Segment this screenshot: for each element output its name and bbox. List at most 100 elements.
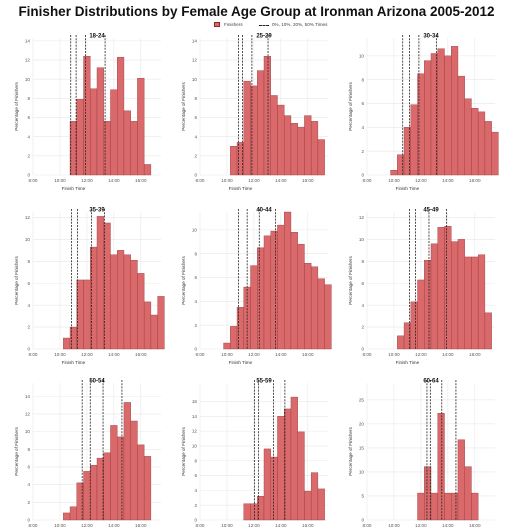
bar: [304, 490, 312, 521]
y-tick-label: 2: [194, 503, 197, 508]
y-tick-label: 5: [361, 494, 364, 499]
y-tick-label: 25: [359, 397, 365, 402]
bar: [304, 263, 312, 350]
bar: [96, 67, 104, 176]
x-tick-label: 16:00: [469, 178, 481, 183]
bar: [143, 456, 152, 521]
bar: [223, 342, 231, 350]
bar: [137, 78, 145, 176]
x-tick-label: 12:00: [415, 352, 427, 357]
legend-bars-label: Finishers: [224, 22, 243, 27]
chart-panel-40-44: 0 2 4 6 8 10 8:00 10:00 12:00 14:00 16:00 40-44 Fini…: [181, 208, 332, 365]
x-tick-label: 8:00: [196, 523, 205, 528]
y-tick-label: 0: [361, 173, 364, 178]
bar: [457, 239, 465, 350]
x-tick-label: 12:00: [248, 352, 260, 357]
x-tick-label: 10:00: [388, 523, 400, 528]
legend: Finishers 0%, 10%, 20%, 50% Times: [0, 20, 513, 30]
y-tick-label: 4: [27, 134, 30, 139]
y-tick-label: 20: [359, 421, 365, 426]
y-tick-label: 6: [27, 281, 30, 286]
y-tick-label: 0: [27, 173, 30, 178]
bar: [103, 452, 111, 521]
y-tick-label: 8: [27, 259, 30, 264]
x-tick-label: 10:00: [221, 178, 233, 183]
y-tick-label: 12: [359, 215, 365, 220]
y-tick-label: 15: [359, 445, 365, 450]
y-tick-label: 4: [194, 299, 197, 304]
x-tick-label: 14:00: [275, 523, 287, 528]
bar: [117, 436, 125, 521]
x-tick-label: 16:00: [302, 523, 314, 528]
x-tick-label: 12:00: [81, 352, 93, 357]
bar: [451, 241, 459, 350]
y-tick-label: 2: [361, 325, 364, 330]
y-tick-label: 8: [361, 259, 364, 264]
bar: [424, 60, 432, 176]
y-axis-label: Percentage of Finishers: [14, 82, 19, 131]
y-tick-label: 10: [192, 227, 198, 232]
y-tick-label: 8: [27, 96, 30, 101]
y-tick-label: 4: [27, 303, 30, 308]
x-tick-label: 16:00: [469, 352, 481, 357]
x-tick-label: 12:00: [415, 178, 427, 183]
y-tick-label: 2: [194, 323, 197, 328]
bar: [130, 260, 138, 350]
x-tick-label: 16:00: [302, 352, 314, 357]
bar: [317, 139, 325, 176]
chart-panel-18-24: 0 2 4 6 8 10 12 14 8:00 10:00 12:00 14:00 16:00 18-24…: [14, 34, 161, 191]
bar: [297, 126, 305, 176]
bar: [123, 110, 131, 176]
bar: [157, 296, 165, 350]
bar: [270, 230, 278, 350]
bar: [464, 98, 472, 176]
x-tick-label: 12:00: [248, 523, 260, 528]
bar: [464, 466, 472, 521]
x-tick-label: 12:00: [248, 178, 260, 183]
bar: [69, 506, 77, 521]
x-tick-label: 10:00: [54, 178, 66, 183]
y-tick-label: 14: [25, 394, 31, 399]
x-tick-label: 8:00: [29, 523, 38, 528]
y-tick-label: 0: [194, 347, 197, 352]
bar: [471, 256, 479, 350]
bar: [410, 301, 418, 350]
y-axis-label: Percentage of Finishers: [14, 427, 19, 476]
bar: [137, 273, 145, 350]
bar: [130, 420, 138, 521]
bar: [471, 492, 479, 521]
x-tick-label: 16:00: [469, 523, 481, 528]
bar: [270, 456, 278, 521]
bar: [417, 279, 425, 350]
bar: [484, 121, 492, 176]
bar: [90, 246, 98, 350]
bar: [263, 56, 271, 176]
bar: [324, 284, 332, 350]
y-tick-label: 12: [25, 58, 31, 63]
bar: [110, 425, 118, 521]
bar: [290, 396, 298, 521]
chart-panel-50-54: 0 2 4 6 8 10 12 14 8:00 10:00 12:00 14:00 16:00 50-54…: [14, 379, 161, 528]
y-tick-label: 8: [194, 458, 197, 463]
y-tick-label: 2: [361, 149, 364, 154]
y-axis-label: Percentage of Finishers: [181, 256, 186, 305]
x-axis-label: Finish Time: [229, 186, 253, 191]
bar: [310, 121, 319, 176]
bar: [63, 512, 71, 521]
bar: [410, 104, 418, 176]
x-tick-label: 14:00: [108, 352, 120, 357]
bar: [310, 266, 319, 350]
y-tick-label: 10: [25, 429, 31, 434]
x-tick-label: 16:00: [135, 523, 147, 528]
bar: [130, 121, 138, 176]
x-axis-label: Finish Time: [62, 360, 86, 365]
bar: [284, 115, 292, 176]
y-tick-label: 6: [361, 281, 364, 286]
y-tick-label: 8: [194, 96, 197, 101]
bar: [317, 488, 325, 521]
panel-title: 50-54: [89, 379, 105, 385]
y-tick-label: 14: [192, 38, 198, 43]
y-tick-label: 6: [194, 473, 197, 478]
y-axis-label: Percentage of Finishers: [181, 82, 186, 131]
